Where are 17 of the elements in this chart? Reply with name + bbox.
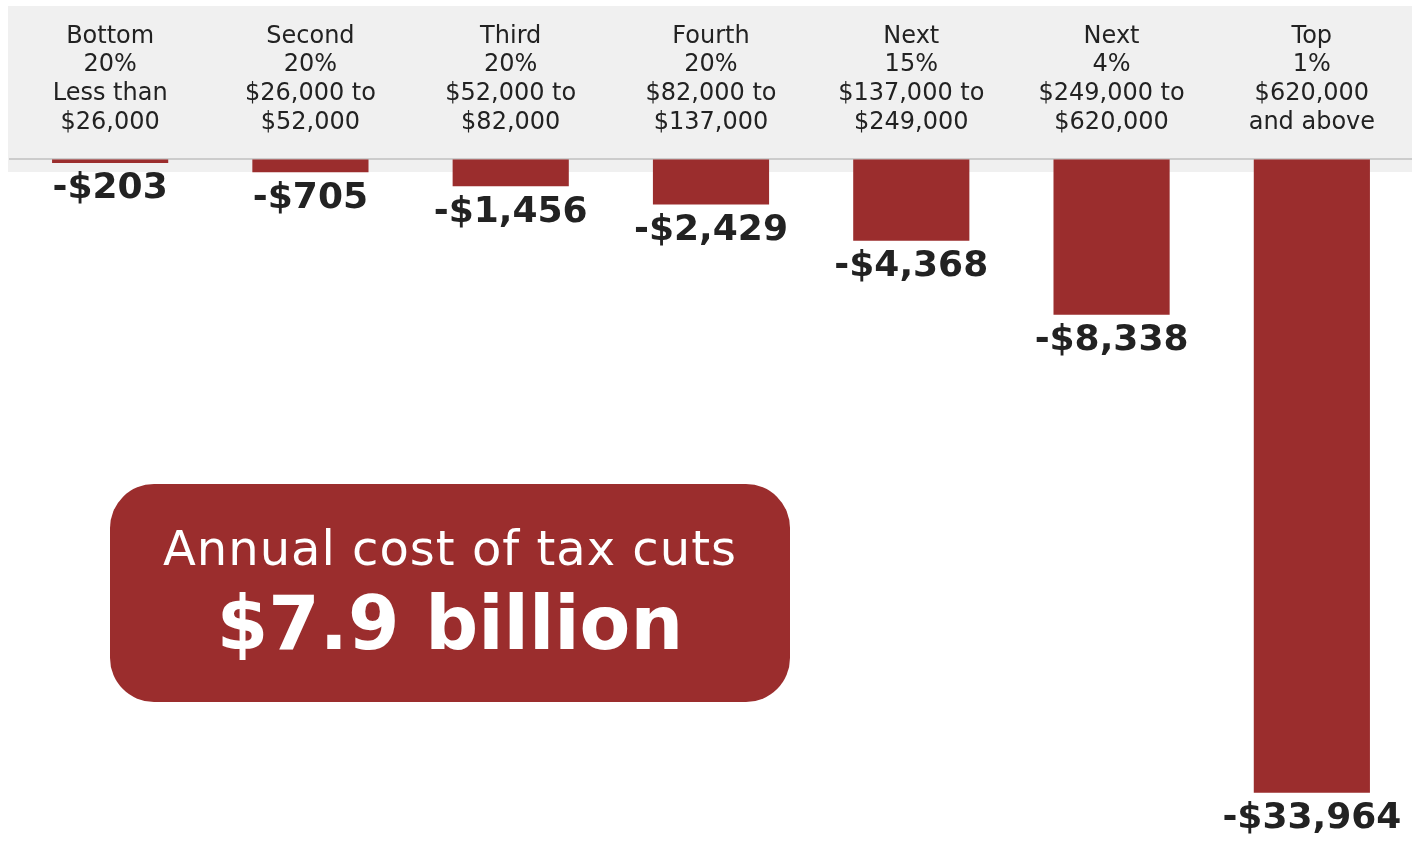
annotation: $7.9 billion	[215, 580, 685, 666]
data-label: -$8,338	[1034, 317, 1189, 359]
data-label: -$203	[52, 165, 168, 207]
x-tick-label: Third 20% $52,000 to $82,000	[445, 20, 577, 136]
x-tick-label: Next 4% $249,000 to $620,000	[1038, 20, 1185, 136]
data-label: -$2,429	[634, 206, 788, 248]
x-tick-label: Next 15% $137,000 to $249,000	[838, 20, 985, 136]
data-label: -$33,964	[1222, 795, 1402, 837]
x-tick-label: Second 20% $26,000 to $52,000	[244, 20, 376, 136]
data-label: -$1,456	[433, 188, 588, 230]
data-label: -$4,368	[834, 243, 989, 285]
x-tick-label: Fourth 20% $82,000 to $137,000	[645, 20, 777, 136]
callout-box: Annual cost of tax cuts $7.9 billion	[110, 484, 790, 702]
data-label: -$705	[252, 174, 368, 216]
x-tick-label: Top 1% $620,000 and above	[1248, 20, 1376, 136]
x-tick-label: Bottom 20% Less than $26,000	[52, 20, 168, 136]
annotation: Annual cost of tax cuts	[162, 520, 738, 576]
